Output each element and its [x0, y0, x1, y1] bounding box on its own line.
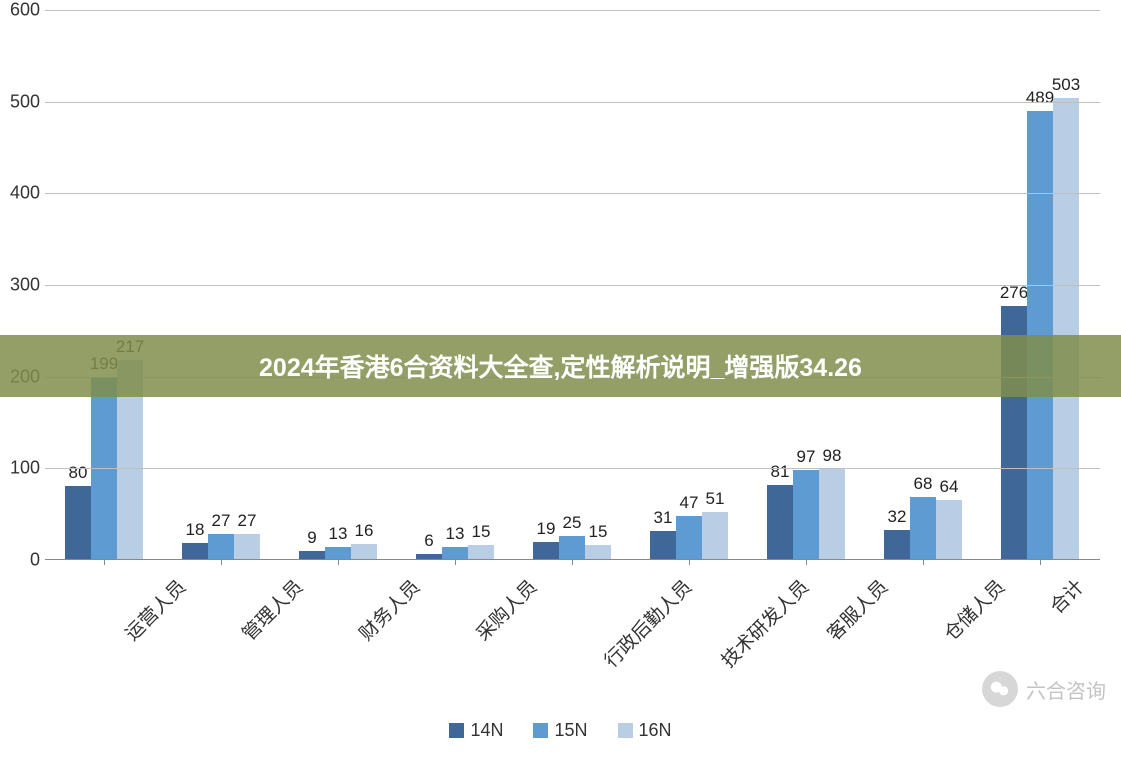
x-category-label: 运营人员	[118, 573, 191, 646]
bar-value-label: 81	[771, 462, 790, 482]
y-tick-label: 100	[10, 458, 40, 479]
x-category-label: 客服人员	[820, 573, 893, 646]
bar-value-label: 64	[940, 477, 959, 497]
bar-14N	[884, 530, 910, 559]
bar-value-label: 47	[680, 493, 699, 513]
gridline	[45, 468, 1100, 469]
legend-item: 15N	[533, 720, 587, 741]
bar-16N	[819, 469, 845, 559]
bar-value-label: 27	[212, 511, 231, 531]
plot-area: 8019921718272791316613151925153147518197…	[45, 10, 1100, 560]
x-category-label: 行政后勤人员	[597, 573, 697, 673]
y-tick-label: 300	[10, 275, 40, 296]
bar-value-label: 80	[69, 463, 88, 483]
bar-value-label: 15	[472, 522, 491, 542]
bar-14N	[767, 485, 793, 559]
bar-value-label: 51	[706, 489, 725, 509]
bar-16N	[234, 534, 260, 559]
bar-14N	[182, 543, 208, 560]
bar-value-label: 98	[823, 446, 842, 466]
legend-item: 14N	[449, 720, 503, 741]
legend-item: 16N	[618, 720, 672, 741]
x-category-label: 合计	[1043, 573, 1089, 619]
x-category-label: 技术研发人员	[714, 573, 814, 673]
bar-15N	[325, 547, 351, 559]
legend-swatch	[618, 723, 633, 738]
bar-value-label: 97	[797, 447, 816, 467]
bar-value-label: 32	[888, 507, 907, 527]
chart-container: 0100200300400500600 80199217182727913166…	[45, 10, 1100, 560]
legend-swatch	[449, 723, 464, 738]
bar-value-label: 16	[355, 521, 374, 541]
bar-14N	[650, 531, 676, 559]
bar-14N	[416, 554, 442, 560]
bar-value-label: 31	[654, 508, 673, 528]
bar-14N	[299, 551, 325, 559]
x-category-label: 仓储人员	[937, 573, 1010, 646]
bar-value-label: 68	[914, 474, 933, 494]
bar-16N	[585, 545, 611, 559]
overlay-banner-text: 2024年香港6合资料大全查,定性解析说明_增强版34.26	[259, 348, 862, 384]
bar-value-label: 13	[446, 524, 465, 544]
bar-15N	[910, 497, 936, 559]
bar-value-label: 6	[424, 531, 433, 551]
watermark: 六合咨询	[982, 671, 1106, 707]
x-category-label: 财务人员	[352, 573, 425, 646]
legend-label: 14N	[470, 720, 503, 741]
bar-value-label: 25	[563, 513, 582, 533]
bar-14N	[65, 486, 91, 559]
bar-value-label: 276	[1000, 283, 1028, 303]
gridline	[45, 193, 1100, 194]
x-category-label: 采购人员	[469, 573, 542, 646]
bar-16N	[351, 544, 377, 559]
legend-label: 16N	[639, 720, 672, 741]
bar-value-label: 27	[238, 511, 257, 531]
gridline	[45, 285, 1100, 286]
bar-14N	[533, 542, 559, 559]
legend-label: 15N	[554, 720, 587, 741]
bar-value-label: 15	[589, 522, 608, 542]
bar-15N	[676, 516, 702, 559]
legend-swatch	[533, 723, 548, 738]
gridline	[45, 10, 1100, 11]
bar-16N	[936, 500, 962, 559]
bar-15N	[793, 470, 819, 559]
y-tick-label: 600	[10, 0, 40, 21]
bar-value-label: 13	[329, 524, 348, 544]
bar-16N	[468, 545, 494, 559]
bar-16N	[702, 512, 728, 559]
y-tick-label: 400	[10, 183, 40, 204]
bar-value-label: 18	[186, 520, 205, 540]
y-tick-label: 500	[10, 91, 40, 112]
watermark-text: 六合咨询	[1026, 675, 1106, 704]
bar-16N	[1053, 98, 1079, 559]
overlay-banner: 2024年香港6合资料大全查,定性解析说明_增强版34.26	[0, 335, 1121, 397]
y-axis: 0100200300400500600	[5, 10, 45, 560]
legend: 14N 15N 16N	[0, 720, 1121, 741]
bar-value-label: 489	[1026, 88, 1054, 108]
wechat-icon	[982, 671, 1018, 707]
bar-value-label: 9	[307, 528, 316, 548]
bar-15N	[442, 547, 468, 559]
x-axis-labels: 运营人员管理人员财务人员采购人员行政后勤人员技术研发人员客服人员仓储人员合计	[45, 565, 1100, 685]
y-tick-label: 0	[30, 550, 40, 571]
bar-15N	[208, 534, 234, 559]
x-category-label: 管理人员	[235, 573, 308, 646]
gridline	[45, 102, 1100, 103]
bar-value-label: 19	[537, 519, 556, 539]
bar-value-label: 503	[1052, 75, 1080, 95]
bar-15N	[559, 536, 585, 559]
